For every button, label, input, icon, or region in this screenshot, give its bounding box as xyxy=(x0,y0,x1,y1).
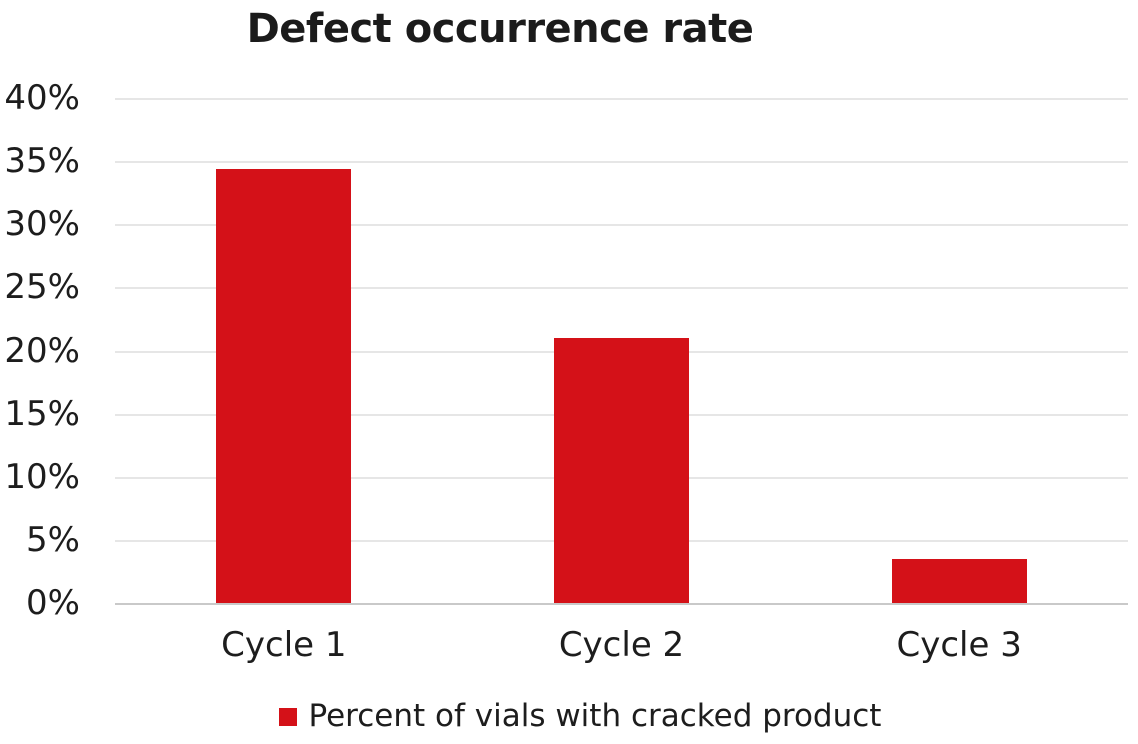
gridline xyxy=(115,161,1128,164)
y-tick-label: 0% xyxy=(26,583,80,623)
y-tick-label: 20% xyxy=(4,330,80,371)
gridline xyxy=(115,287,1128,290)
y-tick-label: 10% xyxy=(4,456,80,497)
x-tick-label: Cycle 2 xyxy=(558,625,685,665)
bar-cycle-1 xyxy=(216,169,352,603)
x-tick-label: Cycle 3 xyxy=(896,625,1022,665)
bar-cycle-3 xyxy=(891,559,1027,603)
legend-marker-square-icon xyxy=(278,708,297,726)
plot-area xyxy=(115,98,1128,605)
legend-label: Percent of vials with cracked product xyxy=(308,698,882,734)
y-tick-label: 5% xyxy=(26,519,80,560)
y-tick-label: 25% xyxy=(4,267,80,308)
y-tick-label: 30% xyxy=(4,204,80,245)
y-tick-label: 40% xyxy=(4,78,80,118)
chart-title: Defect occurrence rate xyxy=(246,6,754,52)
gridline xyxy=(115,224,1128,227)
x-tick-label: Cycle 1 xyxy=(221,625,347,665)
y-tick-label: 15% xyxy=(4,393,80,434)
bar-cycle-2 xyxy=(554,338,689,603)
gridline xyxy=(115,98,1128,100)
y-tick-label: 35% xyxy=(4,141,80,182)
legend: Percent of vials with cracked product xyxy=(0,698,1138,734)
